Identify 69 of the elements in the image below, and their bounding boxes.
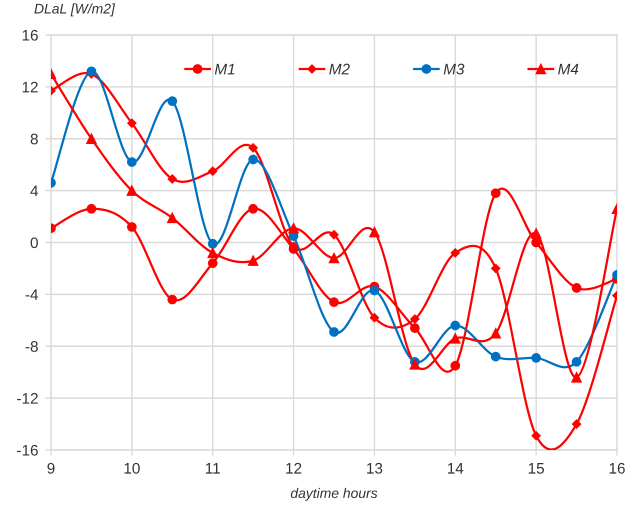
legend-label: M3 [444,64,464,74]
point [572,419,582,429]
point [126,185,138,196]
point [410,323,420,333]
y-tick-label: 8 [30,134,38,144]
legend-label: M2 [329,64,350,74]
x-tick-label: 11 [206,463,220,474]
point [86,134,97,144]
point [126,157,137,167]
point [208,248,218,258]
point [329,230,339,240]
point [248,204,258,214]
point [491,264,500,274]
point [127,118,136,128]
x-axis-title: daytime hours [290,488,378,501]
point [450,333,460,344]
point [208,258,218,268]
x-tick-label: 10 [124,462,140,474]
point [571,372,582,383]
point [530,228,542,239]
y-tick-label: 12 [22,82,38,92]
point [168,174,177,184]
y-tick-label: -4 [26,289,38,300]
y-tick-label: 0 [30,237,38,248]
point [369,226,380,238]
point [167,212,178,224]
point [490,188,501,198]
point [288,223,299,234]
point [490,328,501,338]
x-tick-label: 15 [528,463,544,474]
point [86,204,96,214]
point [531,238,542,248]
point [329,327,339,337]
point [370,286,380,296]
point [329,297,339,308]
x-tick-label: 13 [367,462,382,474]
y-tick-label: -12 [17,392,38,404]
point [328,252,340,264]
point [86,66,96,76]
point [410,359,420,370]
y-tick-label: -16 [17,444,38,456]
x-tick-label: 9 [47,462,55,474]
point [208,166,218,176]
point [490,352,501,362]
point [248,154,258,164]
point [248,255,258,266]
point [248,143,258,152]
point [126,222,137,232]
point [167,294,178,304]
y-axis-title: DLaL [W/m2] [34,3,116,16]
x-tick-label: 16 [610,462,625,474]
point [450,360,460,371]
point [450,248,460,258]
y-tick-label: 4 [30,186,38,196]
point [532,431,541,440]
y-tick-label: 16 [22,30,38,41]
point [167,96,178,106]
x-tick-label: 12 [286,462,302,474]
point [410,314,420,324]
point [208,238,218,249]
legend-label: M4 [558,64,578,74]
legend-label: M1 [214,64,234,74]
x-tick-label: 14 [448,463,464,474]
point [531,353,542,363]
point [450,320,460,330]
point [572,356,582,367]
point [370,313,380,322]
point [572,283,582,293]
y-tick-label: -8 [26,341,38,352]
